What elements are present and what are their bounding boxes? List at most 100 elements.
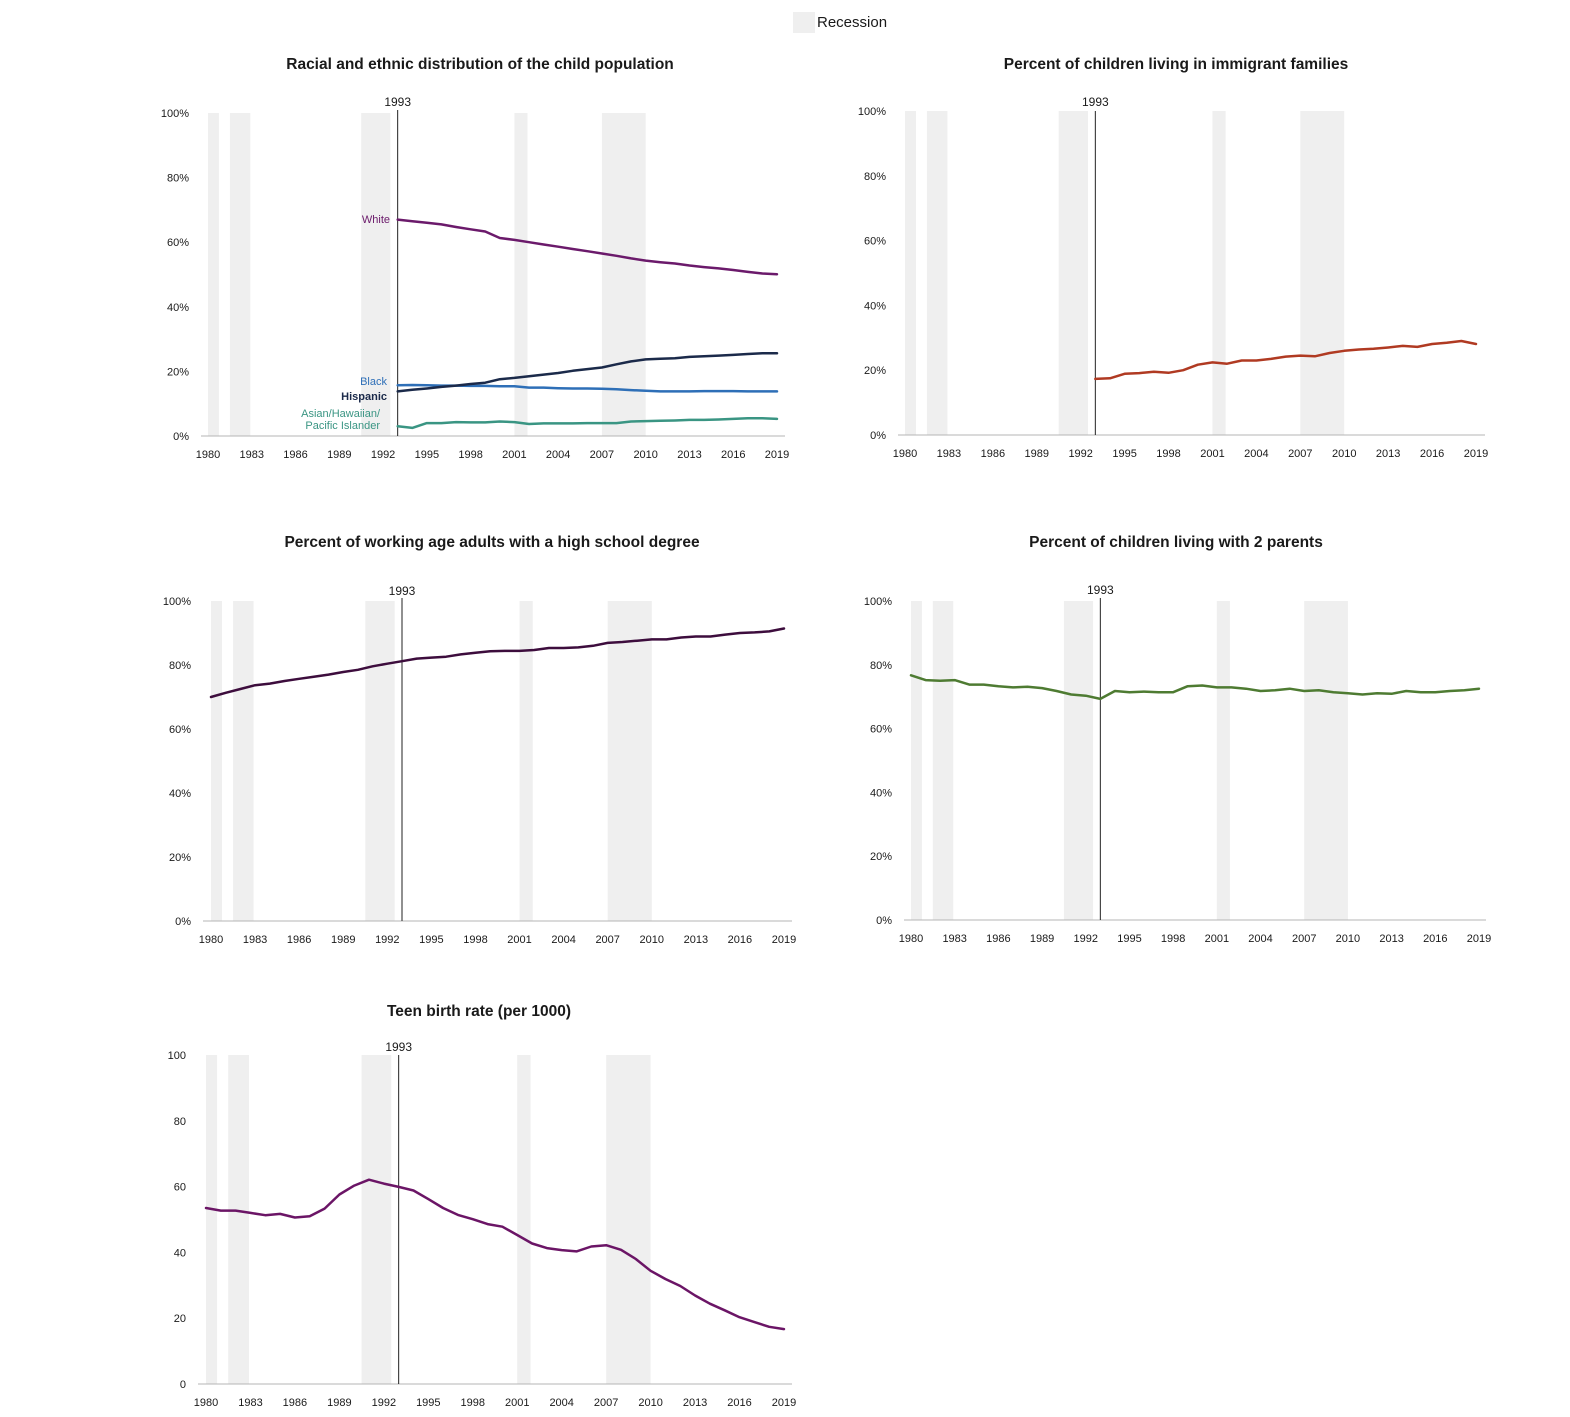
- recession-band: [361, 113, 391, 436]
- chart-title: Racial and ethnic distribution of the ch…: [286, 56, 674, 73]
- y-tick-label: 60%: [870, 724, 892, 736]
- y-tick-label: 20: [174, 1313, 186, 1325]
- y-tick-label: 40%: [864, 300, 886, 312]
- y-tick-label: 40%: [167, 302, 189, 314]
- x-tick-label: 1992: [1068, 448, 1092, 460]
- chart-teen-birth-rate: Teen birth rate (per 1000) 0 20 40 60 80 100 1…: [129, 960, 829, 1417]
- x-tick-label: 2004: [546, 449, 570, 461]
- x-tick-label: 2013: [677, 449, 701, 461]
- y-tick-label: 60: [174, 1182, 186, 1194]
- x-tick-label: 2010: [638, 1397, 662, 1409]
- x-tick-label: 2004: [551, 934, 575, 946]
- x-tick-label: 2004: [1248, 933, 1272, 945]
- x-tick-label: 2001: [507, 934, 531, 946]
- recession-band: [911, 601, 922, 920]
- y-tick-label: 100%: [163, 596, 191, 608]
- recession-legend: Recession: [793, 11, 887, 33]
- y-tick-label: 80: [174, 1116, 186, 1128]
- x-tick-label: 1980: [194, 1397, 218, 1409]
- y-tick-label: 80%: [167, 173, 189, 185]
- y-tick-label: 0%: [175, 916, 191, 928]
- x-tick-label: 2007: [1292, 933, 1316, 945]
- chart-title: Percent of children living in immigrant …: [1003, 56, 1349, 73]
- series-label: White: [362, 214, 390, 226]
- x-tick-label: 1983: [942, 933, 966, 945]
- y-tick-label: 0: [180, 1379, 186, 1391]
- x-tick-label: 2001: [505, 1397, 529, 1409]
- x-tick-label: 1995: [416, 1397, 440, 1409]
- series-line: [396, 352, 779, 393]
- recession-band: [1304, 601, 1348, 920]
- x-tick-label: 2016: [721, 449, 745, 461]
- x-tick-label: 1995: [1117, 933, 1141, 945]
- chart-plot-area: 0% 20% 40% 60% 80% 100% 1980 1983 1986 1989 1992 19…: [163, 584, 796, 946]
- y-tick-label: 100%: [858, 106, 886, 118]
- y-tick-label: 60%: [167, 237, 189, 249]
- x-tick-label: 1998: [461, 1397, 485, 1409]
- x-tick-label: 2010: [1336, 933, 1360, 945]
- x-tick-label: 1998: [463, 934, 487, 946]
- x-tick-label: 2010: [1332, 448, 1356, 460]
- recession-band: [1212, 111, 1226, 435]
- recession-band: [607, 601, 652, 921]
- recession-band: [206, 1055, 218, 1384]
- y-tick-label: 0%: [870, 430, 886, 442]
- x-tick-label: 2013: [684, 934, 708, 946]
- x-tick-label: 1983: [240, 449, 264, 461]
- x-tick-label: 1992: [1074, 933, 1098, 945]
- recession-band: [517, 1055, 531, 1384]
- x-tick-label: 2016: [1420, 448, 1444, 460]
- x-tick-label: 2019: [1464, 448, 1488, 460]
- x-tick-label: 2010: [640, 934, 664, 946]
- chart-plot-area: 0% 20% 40% 60% 80% 100% 1980 1983 1986 1989 1992 19…: [161, 95, 789, 461]
- recession-band: [1058, 111, 1089, 435]
- x-tick-label: 1998: [458, 449, 482, 461]
- x-tick-label: 1998: [1161, 933, 1185, 945]
- x-tick-label: 2007: [1288, 448, 1312, 460]
- x-tick-label: 2019: [772, 934, 796, 946]
- recession-band: [1300, 111, 1345, 435]
- x-tick-label: 1983: [243, 934, 267, 946]
- x-tick-label: 2007: [595, 934, 619, 946]
- x-tick-label: 1986: [283, 1397, 307, 1409]
- x-tick-label: 2016: [728, 934, 752, 946]
- chart-title: Teen birth rate (per 1000): [386, 1003, 572, 1020]
- recession-band: [365, 601, 395, 921]
- x-tick-label: 2001: [502, 449, 526, 461]
- series-line: [396, 218, 779, 276]
- series-label: Asian/Hawaiian/: [301, 408, 381, 420]
- y-tick-label: 20%: [169, 852, 191, 864]
- x-tick-label: 2001: [1205, 933, 1229, 945]
- recession-band: [1216, 601, 1230, 920]
- series-line: [909, 674, 1481, 701]
- series-line: [396, 416, 779, 430]
- y-tick-label: 80%: [870, 660, 892, 672]
- x-tick-label: 2007: [590, 449, 614, 461]
- chart-high-school-degree: Percent of working age adults with a hig…: [142, 480, 842, 960]
- x-tick-label: 1980: [199, 934, 223, 946]
- x-tick-label: 1995: [415, 449, 439, 461]
- x-tick-label: 1989: [331, 934, 355, 946]
- x-tick-label: 1986: [287, 934, 311, 946]
- series-label: Pacific Islander: [305, 420, 380, 432]
- x-tick-label: 1992: [371, 449, 395, 461]
- recession-band: [233, 601, 254, 921]
- y-tick-label: 40%: [169, 788, 191, 800]
- x-tick-label: 2001: [1200, 448, 1224, 460]
- x-tick-label: 2013: [1379, 933, 1403, 945]
- chart-plot-area: 0% 20% 40% 60% 80% 100% 1980 1983 1986 1989 1992 19…: [858, 95, 1488, 460]
- recession-legend-label: Recession: [817, 13, 888, 31]
- x-tick-label: 1983: [937, 448, 961, 460]
- x-tick-label: 1986: [981, 448, 1005, 460]
- y-tick-label: 80%: [864, 171, 886, 183]
- x-tick-label: 1989: [1030, 933, 1054, 945]
- recession-band: [514, 113, 528, 436]
- x-tick-label: 2004: [1244, 448, 1268, 460]
- chart-plot-area: 0 20 40 60 80 100 1980 1983 1986 1989 1992 1995 1998…: [168, 1040, 797, 1409]
- recession-band: [926, 111, 948, 435]
- x-tick-label: 1989: [327, 1397, 351, 1409]
- x-tick-label: 2019: [772, 1397, 796, 1409]
- x-tick-label: 1980: [196, 449, 220, 461]
- x-tick-label: 1995: [419, 934, 443, 946]
- recession-band: [932, 601, 954, 920]
